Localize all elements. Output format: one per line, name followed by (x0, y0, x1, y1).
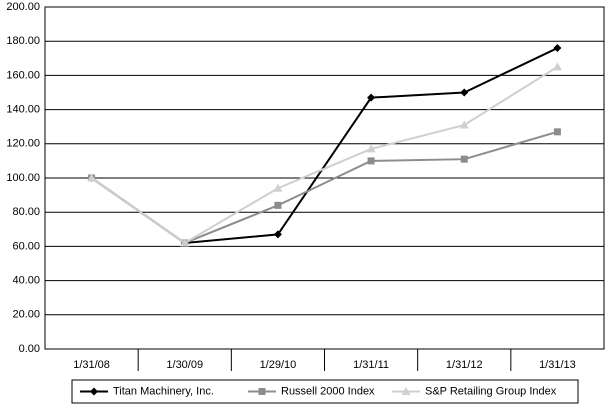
legend-label: Russell 2000 Index (281, 385, 375, 397)
series-line (91, 47, 558, 245)
data-point (180, 238, 190, 247)
y-tick-label: 60.00 (12, 240, 40, 252)
x-tick-label: 1/31/08 (73, 359, 110, 371)
data-point (273, 230, 282, 239)
x-tick-label: 1/30/09 (166, 359, 203, 371)
data-point (552, 62, 562, 71)
data-point (274, 201, 282, 209)
y-tick-label: 200.00 (6, 1, 40, 13)
legend-box (71, 379, 579, 404)
legend-label: Titan Machinery, Inc. (113, 385, 214, 397)
data-point (460, 155, 468, 163)
legend-marker (90, 387, 98, 396)
y-tick-label: 100.00 (6, 172, 40, 184)
data-point (366, 144, 376, 153)
legend-label: S&P Retailing Group Index (425, 385, 557, 397)
data-point (553, 44, 562, 53)
data-point (367, 157, 375, 165)
y-tick-label: 140.00 (6, 104, 40, 116)
data-point (87, 173, 97, 182)
x-tick-label: 1/29/10 (260, 359, 297, 371)
data-point (273, 183, 283, 192)
legend-marker (401, 387, 411, 395)
y-tick-label: 180.00 (6, 35, 40, 47)
data-point (553, 128, 561, 136)
x-tick-label: 1/31/12 (446, 359, 483, 371)
legend-marker (258, 388, 266, 395)
y-tick-label: 20.00 (12, 309, 40, 321)
y-tick-label: 0.00 (19, 343, 40, 355)
data-point (460, 88, 469, 97)
y-tick-label: 80.00 (12, 206, 40, 218)
x-tick-label: 1/31/11 (353, 359, 389, 371)
y-tick-label: 120.00 (6, 138, 40, 150)
data-point (367, 93, 376, 102)
y-tick-label: 40.00 (12, 275, 40, 287)
data-point (459, 120, 469, 129)
y-tick-label: 160.00 (6, 69, 40, 81)
x-tick-label: 1/31/13 (539, 359, 576, 371)
series-line (91, 66, 558, 245)
